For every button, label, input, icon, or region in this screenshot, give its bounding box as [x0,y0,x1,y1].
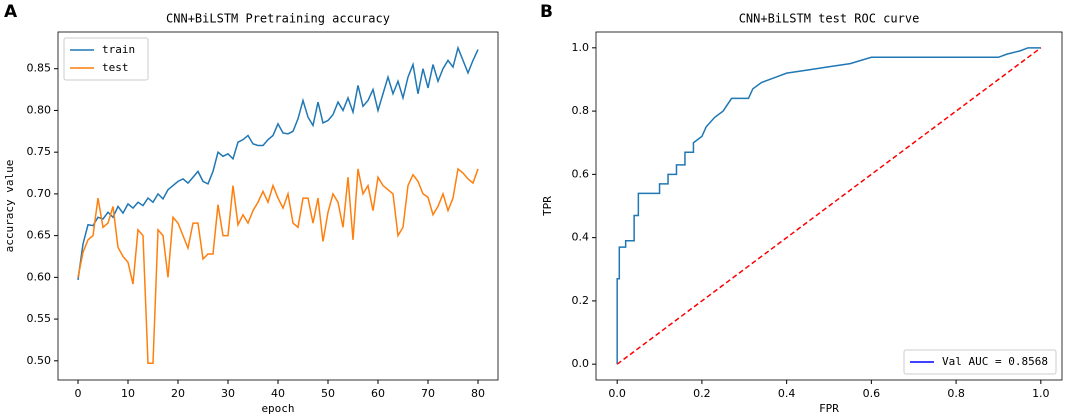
legend-label: test [102,61,129,74]
y-tick-label: 0.60 [27,270,52,283]
x-tick-label: 20 [171,387,185,400]
plot-frame [595,31,1063,381]
x-tick-label: 0.6 [863,387,881,400]
x-tick-label: 1.0 [1032,387,1050,400]
y-axis-label: TPR [541,196,554,216]
legend-box [63,37,149,81]
plot-frame [57,31,499,381]
panel-label: A [4,2,18,22]
x-axis-label: epoch [261,402,294,415]
y-tick-label: 0.70 [27,187,52,200]
y-tick-label: 0.8 [572,104,590,117]
x-axis-label: FPR [819,402,839,415]
y-tick-label: 0.2 [572,294,590,307]
y-tick-label: 0.55 [27,312,52,325]
x-tick-label: 80 [471,387,485,400]
series-line [616,47,1041,365]
panel-label: B [540,2,553,22]
x-tick-label: 50 [321,387,335,400]
y-tick-label: 0.75 [27,145,52,158]
series-line [77,45,479,280]
x-tick-label: 60 [371,387,385,400]
y-tick-label: 0.80 [27,103,52,116]
legend-label: Val AUC = 0.8568 [942,355,1048,368]
legend-label: train [102,43,135,56]
chart-title: CNN+BiLSTM Pretraining accuracy [166,12,390,26]
x-tick-label: 10 [121,387,135,400]
series-line [616,47,1042,365]
y-tick-label: 0.6 [572,167,590,180]
x-tick-label: 30 [221,387,235,400]
x-tick-label: 0.8 [947,387,965,400]
x-tick-label: 0.4 [778,387,796,400]
x-tick-label: 40 [271,387,285,400]
y-tick-label: 1.0 [572,41,590,54]
y-tick-label: 0.0 [572,357,590,370]
x-tick-label: 70 [421,387,435,400]
y-tick-label: 0.65 [27,229,52,242]
y-tick-label: 0.50 [27,354,52,367]
series-line [77,167,479,365]
y-tick-label: 0.4 [572,231,590,244]
chart-title: CNN+BiLSTM test ROC curve [739,12,920,26]
x-tick-label: 0.0 [608,387,626,400]
y-tick-label: 0.85 [27,62,52,75]
legend-box [903,349,1057,375]
x-tick-label: 0.2 [693,387,711,400]
x-tick-label: 0 [75,387,82,400]
y-axis-label: accuracy value [3,160,16,253]
